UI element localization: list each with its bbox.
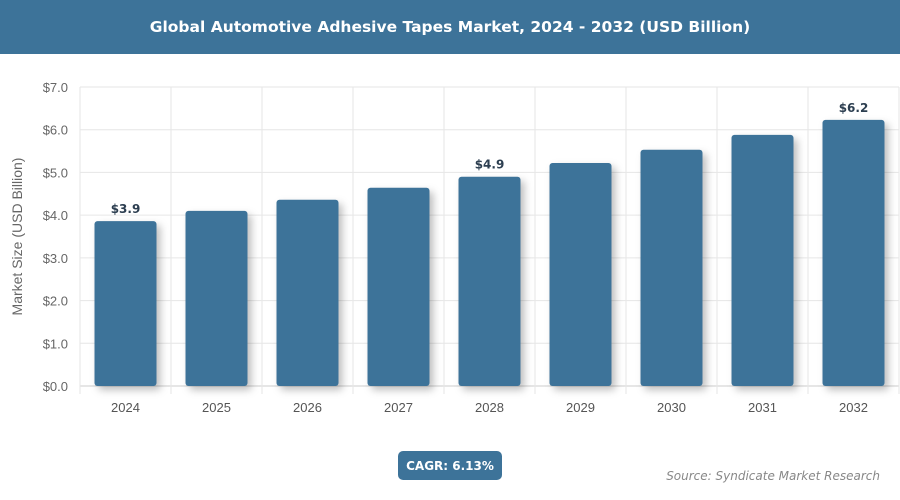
- x-tick-label: 2029: [566, 400, 595, 415]
- data-label: $6.2: [839, 101, 869, 115]
- y-tick-label: $0.0: [43, 379, 68, 394]
- bar-2032: [822, 119, 885, 386]
- x-tick-label: 2032: [839, 400, 868, 415]
- bar-2024: [94, 221, 157, 386]
- bar-2030: [640, 149, 703, 386]
- bar-2028: [458, 176, 521, 386]
- y-tick-label: $7.0: [43, 80, 68, 95]
- bar-2027: [367, 187, 430, 386]
- x-tick-label: 2030: [657, 400, 686, 415]
- source-note: Source: Syndicate Market Research: [666, 469, 880, 483]
- x-tick-label: 2028: [475, 400, 504, 415]
- data-label: $3.9: [111, 202, 141, 216]
- y-tick-label: $1.0: [43, 336, 68, 351]
- bar-2026: [276, 199, 339, 386]
- y-tick-label: $5.0: [43, 165, 68, 180]
- bar-2031: [731, 134, 794, 386]
- y-axis-label: Market Size (USD Billion): [9, 158, 25, 316]
- x-tick-label: 2025: [202, 400, 231, 415]
- y-tick-label: $4.0: [43, 208, 68, 223]
- bar-2029: [549, 163, 612, 386]
- x-tick-label: 2026: [293, 400, 322, 415]
- y-tick-label: $3.0: [43, 251, 68, 266]
- y-tick-label: $2.0: [43, 294, 68, 309]
- chart-title: Global Automotive Adhesive Tapes Market,…: [0, 0, 900, 54]
- bar-2025: [185, 210, 248, 386]
- x-tick-label: 2024: [111, 400, 140, 415]
- cagr-badge: CAGR: 6.13%: [398, 451, 502, 480]
- data-label: $4.9: [475, 158, 505, 172]
- x-tick-label: 2027: [384, 400, 413, 415]
- x-tick-label: 2031: [748, 400, 777, 415]
- y-tick-label: $6.0: [43, 123, 68, 138]
